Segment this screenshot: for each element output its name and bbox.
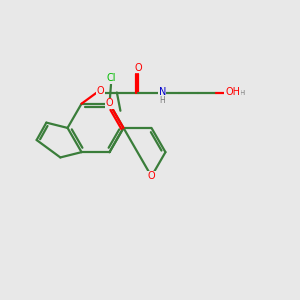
Text: H: H — [239, 89, 244, 95]
Text: OH: OH — [224, 88, 239, 98]
Text: Cl: Cl — [106, 73, 116, 83]
Text: O: O — [97, 86, 104, 96]
Text: OH: OH — [226, 87, 241, 97]
Text: O: O — [105, 98, 113, 108]
Text: O: O — [148, 171, 155, 182]
Text: O: O — [134, 63, 142, 73]
Text: N: N — [158, 87, 166, 97]
Text: H: H — [159, 96, 165, 105]
